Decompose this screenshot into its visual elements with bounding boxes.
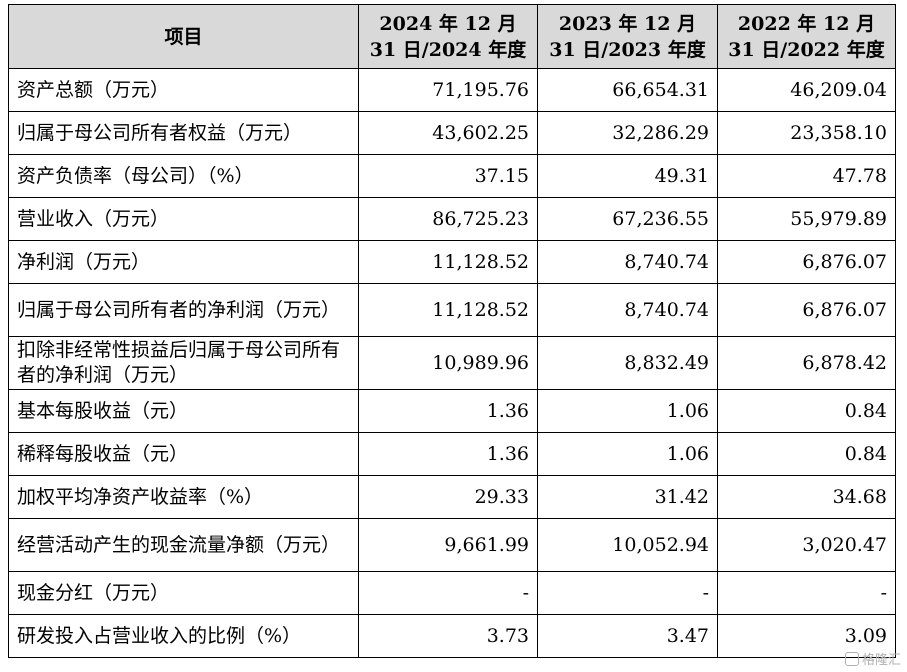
value-2023: 1.06	[537, 389, 718, 433]
header-2022: 2022 年 12 月 31 日/2022 年度	[717, 4, 896, 69]
value-2024: 1.36	[358, 389, 538, 433]
value-2024: 11,128.52	[358, 283, 538, 337]
row-label: 研发投入占营业收入的比例（%）	[8, 614, 359, 658]
value-2024: 3.73	[358, 614, 538, 658]
value-2023: 1.06	[537, 432, 718, 476]
value-2023: 66,654.31	[537, 68, 718, 112]
value-2022: 3,020.47	[717, 518, 896, 572]
value-2023: -	[537, 571, 718, 615]
row-label: 加权平均净资产收益率（%）	[8, 475, 359, 519]
value-2022: 6,878.42	[717, 336, 896, 390]
value-2024: 37.15	[358, 154, 538, 198]
table-row: 现金分红（万元） - - -	[8, 571, 896, 615]
value-2024: 1.36	[358, 432, 538, 476]
value-2022: 47.78	[717, 154, 896, 198]
value-2023: 31.42	[537, 475, 718, 519]
value-2022: -	[717, 571, 896, 615]
value-2024: 10,989.96	[358, 336, 538, 390]
value-2022: 23,358.10	[717, 111, 896, 155]
value-2022: 0.84	[717, 389, 896, 433]
table-row: 资产负债率（母公司）（%） 37.15 49.31 47.78	[8, 154, 896, 198]
value-2024: 86,725.23	[358, 197, 538, 241]
table-row: 经营活动产生的现金流量净额（万元） 9,661.99 10,052.94 3,0…	[8, 518, 896, 572]
value-2023: 32,286.29	[537, 111, 718, 155]
value-2023: 3.47	[537, 614, 718, 658]
row-label: 净利润（万元）	[8, 240, 359, 284]
table-row: 营业收入（万元） 86,725.23 67,236.55 55,979.89	[8, 197, 896, 241]
value-2022: 34.68	[717, 475, 896, 519]
header-2024: 2024 年 12 月 31 日/2024 年度	[358, 4, 538, 69]
row-label: 现金分红（万元）	[8, 571, 359, 615]
watermark: 格隆汇	[844, 649, 901, 668]
value-2022: 0.84	[717, 432, 896, 476]
value-2022: 6,876.07	[717, 283, 896, 337]
table-header: 项目 2024 年 12 月 31 日/2024 年度 2023 年 12 月 …	[8, 4, 896, 69]
row-label: 归属于母公司所有者的净利润（万元）	[8, 283, 359, 337]
header-2023: 2023 年 12 月 31 日/2023 年度	[537, 4, 718, 69]
watermark-logo-icon	[844, 651, 859, 666]
table-row: 归属于母公司所有者权益（万元） 43,602.25 32,286.29 23,3…	[8, 111, 896, 155]
value-2024: 11,128.52	[358, 240, 538, 284]
table-row: 基本每股收益（元） 1.36 1.06 0.84	[8, 389, 896, 433]
watermark-text: 格隆汇	[861, 653, 901, 668]
value-2023: 8,740.74	[537, 283, 718, 337]
row-label: 扣除非经常性损益后归属于母公司所有者的净利润（万元）	[8, 336, 359, 390]
value-2022: 46,209.04	[717, 68, 896, 112]
row-label: 经营活动产生的现金流量净额（万元）	[8, 518, 359, 572]
value-2022: 55,979.89	[717, 197, 896, 241]
header-row: 项目 2024 年 12 月 31 日/2024 年度 2023 年 12 月 …	[8, 4, 896, 69]
value-2024: 29.33	[358, 475, 538, 519]
table-row: 扣除非经常性损益后归属于母公司所有者的净利润（万元） 10,989.96 8,8…	[8, 336, 896, 390]
row-label: 基本每股收益（元）	[8, 389, 359, 433]
value-2023: 8,832.49	[537, 336, 718, 390]
financial-summary-table: 项目 2024 年 12 月 31 日/2024 年度 2023 年 12 月 …	[8, 4, 896, 658]
table-row: 归属于母公司所有者的净利润（万元） 11,128.52 8,740.74 6,8…	[8, 283, 896, 337]
row-label: 营业收入（万元）	[8, 197, 359, 241]
value-2023: 8,740.74	[537, 240, 718, 284]
value-2024: -	[358, 571, 538, 615]
row-label: 归属于母公司所有者权益（万元）	[8, 111, 359, 155]
value-2023: 49.31	[537, 154, 718, 198]
row-label: 资产负债率（母公司）（%）	[8, 154, 359, 198]
table-row: 净利润（万元） 11,128.52 8,740.74 6,876.07	[8, 240, 896, 284]
value-2022: 3.09	[717, 614, 896, 658]
value-2024: 43,602.25	[358, 111, 538, 155]
value-2023: 10,052.94	[537, 518, 718, 572]
header-item: 项目	[8, 4, 359, 69]
value-2024: 71,195.76	[358, 68, 538, 112]
row-label: 稀释每股收益（元）	[8, 432, 359, 476]
row-label: 资产总额（万元）	[8, 68, 359, 112]
value-2023: 67,236.55	[537, 197, 718, 241]
table-row: 稀释每股收益（元） 1.36 1.06 0.84	[8, 432, 896, 476]
table-row: 加权平均净资产收益率（%） 29.33 31.42 34.68	[8, 475, 896, 519]
table-row: 资产总额（万元） 71,195.76 66,654.31 46,209.04	[8, 68, 896, 112]
table-row: 研发投入占营业收入的比例（%） 3.73 3.47 3.09	[8, 614, 896, 658]
value-2022: 6,876.07	[717, 240, 896, 284]
table-body: 资产总额（万元） 71,195.76 66,654.31 46,209.04 归…	[8, 68, 896, 658]
value-2024: 9,661.99	[358, 518, 538, 572]
